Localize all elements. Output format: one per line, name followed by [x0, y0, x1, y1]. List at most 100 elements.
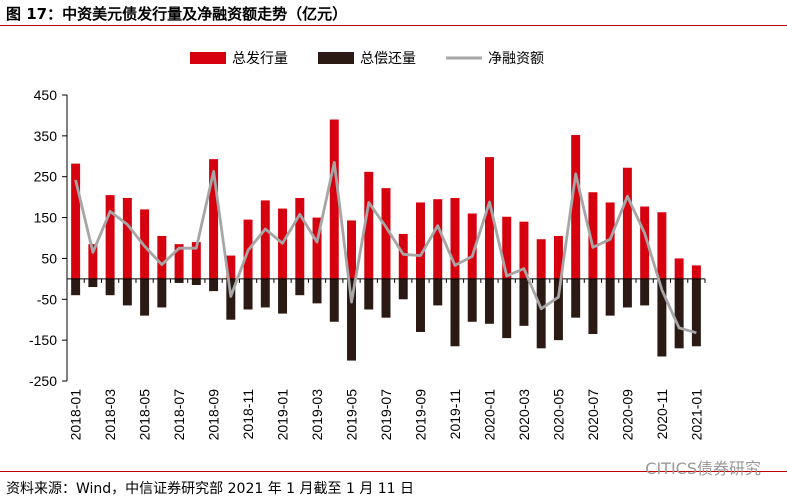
- chart-axes: 450 350 250 150 50 -50 -150 -250 2018-01 2018-03 2…: [29, 87, 706, 441]
- repayment-bar-2018-02: [88, 278, 98, 288]
- issuance-bar-2020-09: [622, 167, 632, 279]
- repayment-bar-2019-10: [433, 278, 443, 306]
- y-tick-label: 50: [41, 250, 57, 266]
- x-tick-label: 2021-01: [688, 389, 704, 441]
- repayment-bars: [71, 278, 701, 361]
- issuance-bar-2018-01: [71, 163, 81, 279]
- repayment-bar-2018-09: [209, 278, 219, 292]
- repayment-bar-2018-04: [122, 278, 132, 306]
- issuance-bar-2020-06: [571, 135, 581, 279]
- repayment-bar-2020-11: [657, 278, 667, 357]
- issuance-bar-2019-08: [398, 233, 408, 279]
- repayment-bar-2019-01: [278, 278, 288, 314]
- issuance-bar-2019-02: [295, 197, 305, 279]
- y-tick-label: -50: [37, 291, 57, 307]
- repayment-bar-2018-03: [105, 278, 115, 296]
- x-tick-label: 2019-03: [309, 389, 325, 441]
- repayment-bar-2019-02: [295, 278, 305, 296]
- issuance-bars: [71, 119, 701, 279]
- x-tick-label: 2020-01: [481, 389, 497, 441]
- issuance-bar-2019-10: [433, 199, 443, 279]
- repayment-bar-2019-07: [381, 278, 391, 318]
- repayment-bar-2019-05: [347, 278, 356, 361]
- legend-repayment-label: 总偿还量: [360, 51, 416, 67]
- repayment-bar-2018-06: [157, 278, 167, 308]
- wechat-watermark: CITICS债券研究: [645, 459, 761, 478]
- repayment-bar-2020-02: [502, 278, 512, 339]
- legend-net-financing: 净融资额: [446, 51, 544, 67]
- issuance-bar-2019-05: [347, 220, 356, 279]
- issuance-bar-2018-07: [174, 244, 184, 279]
- y-tick-label: 150: [34, 210, 58, 226]
- issuance-bar-2020-02: [502, 216, 512, 279]
- issuance-bar-2020-05: [553, 235, 563, 279]
- y-tick-label: -250: [29, 373, 57, 389]
- repayment-bar-2020-08: [605, 278, 615, 316]
- legend-issuance: 总发行量: [190, 51, 288, 67]
- x-tick-label: 2019-07: [378, 389, 394, 441]
- issuance-bar-2021-01: [691, 265, 701, 279]
- x-tick-label: 2018-05: [137, 389, 153, 441]
- repayment-bar-2020-12: [674, 278, 684, 349]
- repayment-bar-2018-01: [71, 278, 81, 296]
- x-tick-label: 2018-01: [68, 389, 84, 441]
- x-tick-label: 2019-01: [275, 389, 291, 441]
- x-tick-label: 2020-11: [654, 389, 670, 440]
- repayment-bar-2018-07: [174, 278, 184, 283]
- legend-issuance-label: 总发行量: [232, 51, 288, 67]
- issuance-bar-2020-12: [674, 258, 684, 279]
- legend-repayment-swatch: [318, 52, 354, 64]
- repayment-bar-2018-05: [140, 278, 150, 316]
- repayment-bar-2020-07: [588, 278, 598, 335]
- repayment-bar-2020-05: [553, 278, 563, 341]
- repayment-bar-2020-10: [640, 278, 650, 306]
- issuance-bar-2018-08: [191, 242, 201, 279]
- issuance-bar-2020-07: [588, 192, 598, 279]
- issuance-bar-2018-12: [260, 200, 270, 279]
- x-tick-label: 2018-11: [240, 389, 256, 440]
- repayment-bar-2020-06: [571, 278, 581, 318]
- issuance-bar-2019-12: [467, 213, 477, 279]
- repayment-bar-2021-01: [691, 278, 701, 347]
- repayment-bar-2019-12: [467, 278, 477, 322]
- chart-canvas: 总发行量 总偿还量 净融资额 450 350 250 150 50 -50 -150 -250 20…: [29, 51, 706, 441]
- repayment-bar-2020-09: [622, 278, 632, 308]
- repayment-bar-2019-06: [364, 278, 374, 310]
- y-tick-label: -150: [29, 332, 57, 348]
- repayment-bar-2018-12: [260, 278, 270, 308]
- issuance-bar-2020-11: [657, 212, 667, 279]
- y-tick-label: 250: [34, 169, 58, 185]
- repayment-bar-2020-04: [536, 278, 546, 349]
- y-tick-label: 450: [34, 87, 58, 103]
- issuance-bar-2020-03: [519, 221, 529, 279]
- repayment-bar-2020-01: [484, 278, 494, 324]
- issuance-bar-2020-01: [484, 157, 494, 279]
- net-financing-line: [74, 160, 697, 335]
- issuance-bar-2020-04: [536, 239, 546, 279]
- legend-net-financing-label: 净融资额: [488, 51, 544, 67]
- issuance-bar-2019-07: [381, 188, 391, 279]
- x-tick-label: 2019-09: [412, 389, 428, 441]
- repayment-bar-2018-10: [226, 278, 236, 320]
- y-tick-label: 350: [34, 128, 58, 144]
- repayment-bar-2019-04: [329, 278, 339, 322]
- x-tick-label: 2018-07: [171, 389, 187, 441]
- issuance-bar-2018-09: [209, 159, 219, 279]
- issuance-bar-2018-10: [226, 255, 236, 279]
- chart-title: 图 17：中资美元债发行量及净融资额走势（亿元）: [6, 5, 348, 23]
- x-tick-label: 2020-09: [619, 389, 635, 441]
- chart-legend: 总发行量 总偿还量 净融资额: [190, 51, 544, 67]
- title-rule: [0, 25, 787, 26]
- x-tick-label: 2020-05: [550, 389, 566, 441]
- x-tick-label: 2019-05: [344, 389, 360, 441]
- issuance-bar-2018-03: [105, 195, 115, 279]
- repayment-bar-2018-11: [243, 278, 253, 310]
- x-tick-label: 2020-07: [585, 389, 601, 441]
- x-tick-label: 2019-11: [447, 389, 463, 440]
- issuance-bar-2019-04: [329, 119, 339, 279]
- issuance-bar-2019-06: [364, 171, 374, 279]
- issuance-bar-2019-03: [312, 217, 322, 279]
- repayment-bar-2019-09: [416, 278, 425, 332]
- net-financing-line-group: [74, 160, 697, 335]
- footer-rule: [0, 471, 787, 472]
